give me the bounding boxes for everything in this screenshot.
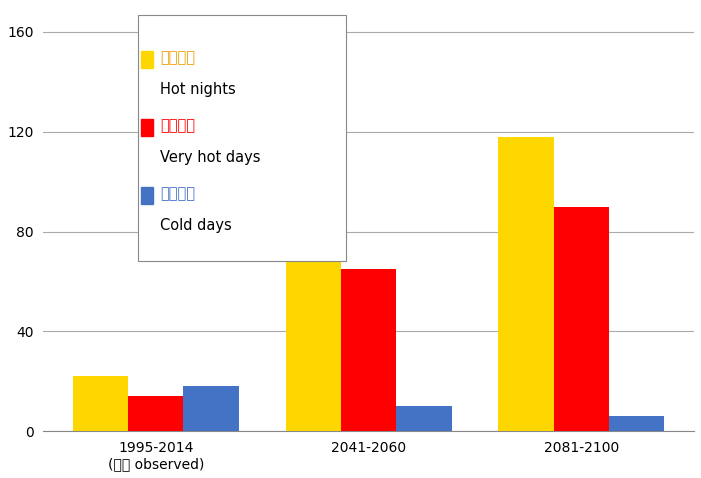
- FancyBboxPatch shape: [137, 15, 346, 261]
- Bar: [141, 52, 153, 68]
- Bar: [554, 206, 609, 431]
- Text: Hot nights: Hot nights: [161, 82, 236, 97]
- Text: Cold days: Cold days: [161, 218, 232, 233]
- Bar: [341, 269, 396, 431]
- Text: Very hot days: Very hot days: [161, 150, 261, 165]
- Text: 寒冷日數: 寒冷日數: [161, 186, 196, 201]
- Bar: [285, 219, 341, 431]
- Bar: [184, 386, 239, 431]
- Text: 酥熱日數: 酥熱日數: [161, 118, 196, 133]
- Bar: [73, 376, 128, 431]
- Text: 熱夼數目: 熱夼數目: [161, 50, 196, 65]
- Bar: [141, 120, 153, 136]
- Bar: [396, 406, 451, 431]
- Bar: [609, 416, 665, 431]
- Bar: [498, 137, 554, 431]
- Bar: [141, 187, 153, 204]
- Bar: [128, 396, 184, 431]
